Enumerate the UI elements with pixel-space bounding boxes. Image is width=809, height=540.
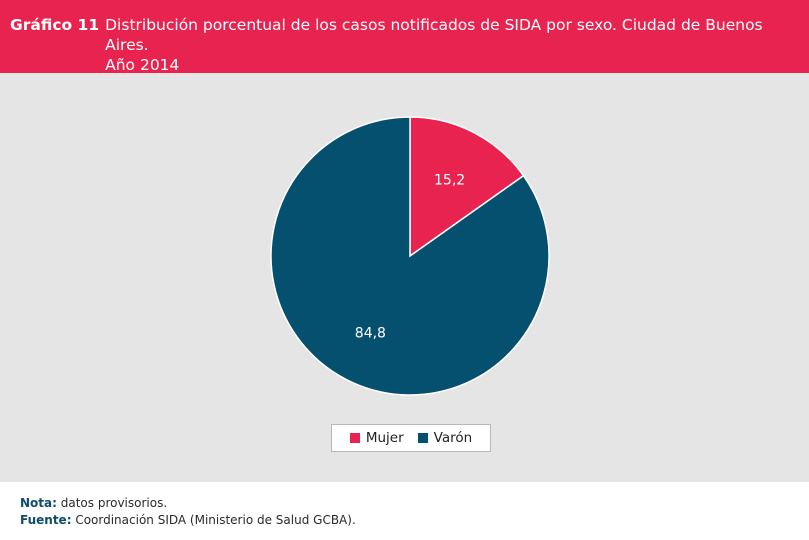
footer-source: Fuente: Coordinación SIDA (Ministerio de…: [20, 512, 356, 529]
footer-note: Nota: datos provisorios.: [20, 495, 356, 512]
chart-title: Distribución porcentual de los casos not…: [105, 15, 799, 75]
pie-slice-mujer: [409, 116, 525, 258]
legend-swatch-mujer: [349, 433, 360, 443]
chart-number: Gráfico 11: [10, 16, 100, 34]
pie-label-varon: 84,8: [355, 326, 386, 342]
legend-label-varon: Varón: [433, 430, 473, 446]
pie-label-mujer: 15,2: [434, 172, 465, 188]
chart-title-line-2: Año 2014: [105, 56, 180, 74]
note-key: Nota:: [20, 496, 57, 510]
legend-item-varon: Varón: [417, 430, 473, 446]
source-key: Fuente:: [20, 513, 72, 527]
legend-label-mujer: Mujer: [365, 430, 404, 446]
chart-footer: Nota: datos provisorios. Fuente: Coordin…: [20, 495, 356, 529]
note-text: datos provisorios.: [56, 496, 168, 510]
pie-slice-varon: [270, 116, 550, 396]
chart-title-line-1: Distribución porcentual de los casos not…: [105, 16, 763, 54]
source-text: Coordinación SIDA (Ministerio de Salud G…: [71, 513, 356, 527]
legend-item-mujer: Mujer: [349, 430, 404, 446]
legend-swatch-varon: [417, 433, 428, 443]
chart-panel: 15,2 84,8: [0, 73, 809, 482]
chart-legend: Mujer Varón: [331, 424, 491, 452]
pie-chart: 15,2 84,8: [270, 116, 550, 396]
chart-header: Gráfico 11 Distribución porcentual de lo…: [0, 0, 809, 75]
